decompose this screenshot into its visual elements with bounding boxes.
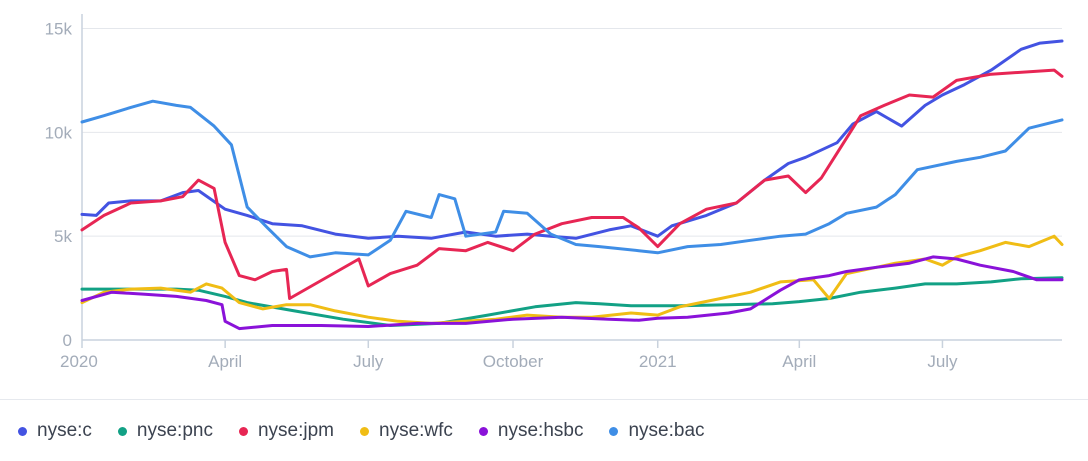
x-tick-label: April (208, 352, 242, 371)
x-tick-label: July (353, 352, 384, 371)
legend-swatch (609, 426, 619, 436)
series-line-nyse-jpm (80, 68, 1064, 300)
legend-label: nyse:pnc (136, 420, 213, 441)
legend-swatch (18, 426, 27, 436)
x-tick-label: 2021 (639, 352, 677, 371)
series-line-nyse-bac (80, 99, 1064, 259)
legend-item[interactable]: nyse:bac (609, 420, 705, 442)
series-lines (80, 39, 1064, 331)
y-tick-label: 5k (54, 227, 72, 246)
legend-divider (0, 399, 1088, 400)
legend-label: nyse:wfc (379, 420, 453, 441)
legend-item[interactable]: nyse:c (18, 420, 92, 442)
x-tick-label: April (782, 352, 816, 371)
legend-swatch (238, 426, 248, 436)
legend-label: nyse:jpm (257, 420, 334, 441)
legend-item[interactable]: nyse:jpm (238, 420, 334, 442)
series-line-nyse-c (80, 39, 1064, 240)
legend-label: nyse:bac (628, 420, 705, 441)
x-tick-label: October (483, 352, 544, 371)
legend-label: nyse:hsbc (497, 420, 584, 441)
legend-item[interactable]: nyse:wfc (360, 420, 453, 442)
legend-label: nyse:c (37, 420, 92, 441)
legend-swatch (117, 426, 127, 436)
legend-swatch (360, 426, 369, 436)
y-tick-label: 0 (63, 331, 72, 350)
legend-item[interactable]: nyse:pnc (117, 420, 213, 442)
line-chart: 0 5k 10k 15k 2020 April July October 2021 April J… (45, 14, 1064, 371)
y-tick-label: 10k (45, 123, 73, 142)
x-tick-label: 2020 (60, 352, 98, 371)
y-axis: 0 5k 10k 15k (45, 20, 73, 350)
x-axis: 2020 April July October 2021 April July (60, 340, 958, 371)
legend-item[interactable]: nyse:hsbc (478, 420, 584, 442)
x-tick-label: July (927, 352, 958, 371)
legend-swatch (478, 426, 488, 436)
gridlines (81, 14, 1062, 341)
y-tick-label: 15k (45, 20, 73, 39)
legend: nyse:c nyse:pnc nyse:jpm nyse:wfc nyse:hsbc n… (18, 420, 731, 442)
series-line-nyse-hsbc (80, 255, 1064, 331)
